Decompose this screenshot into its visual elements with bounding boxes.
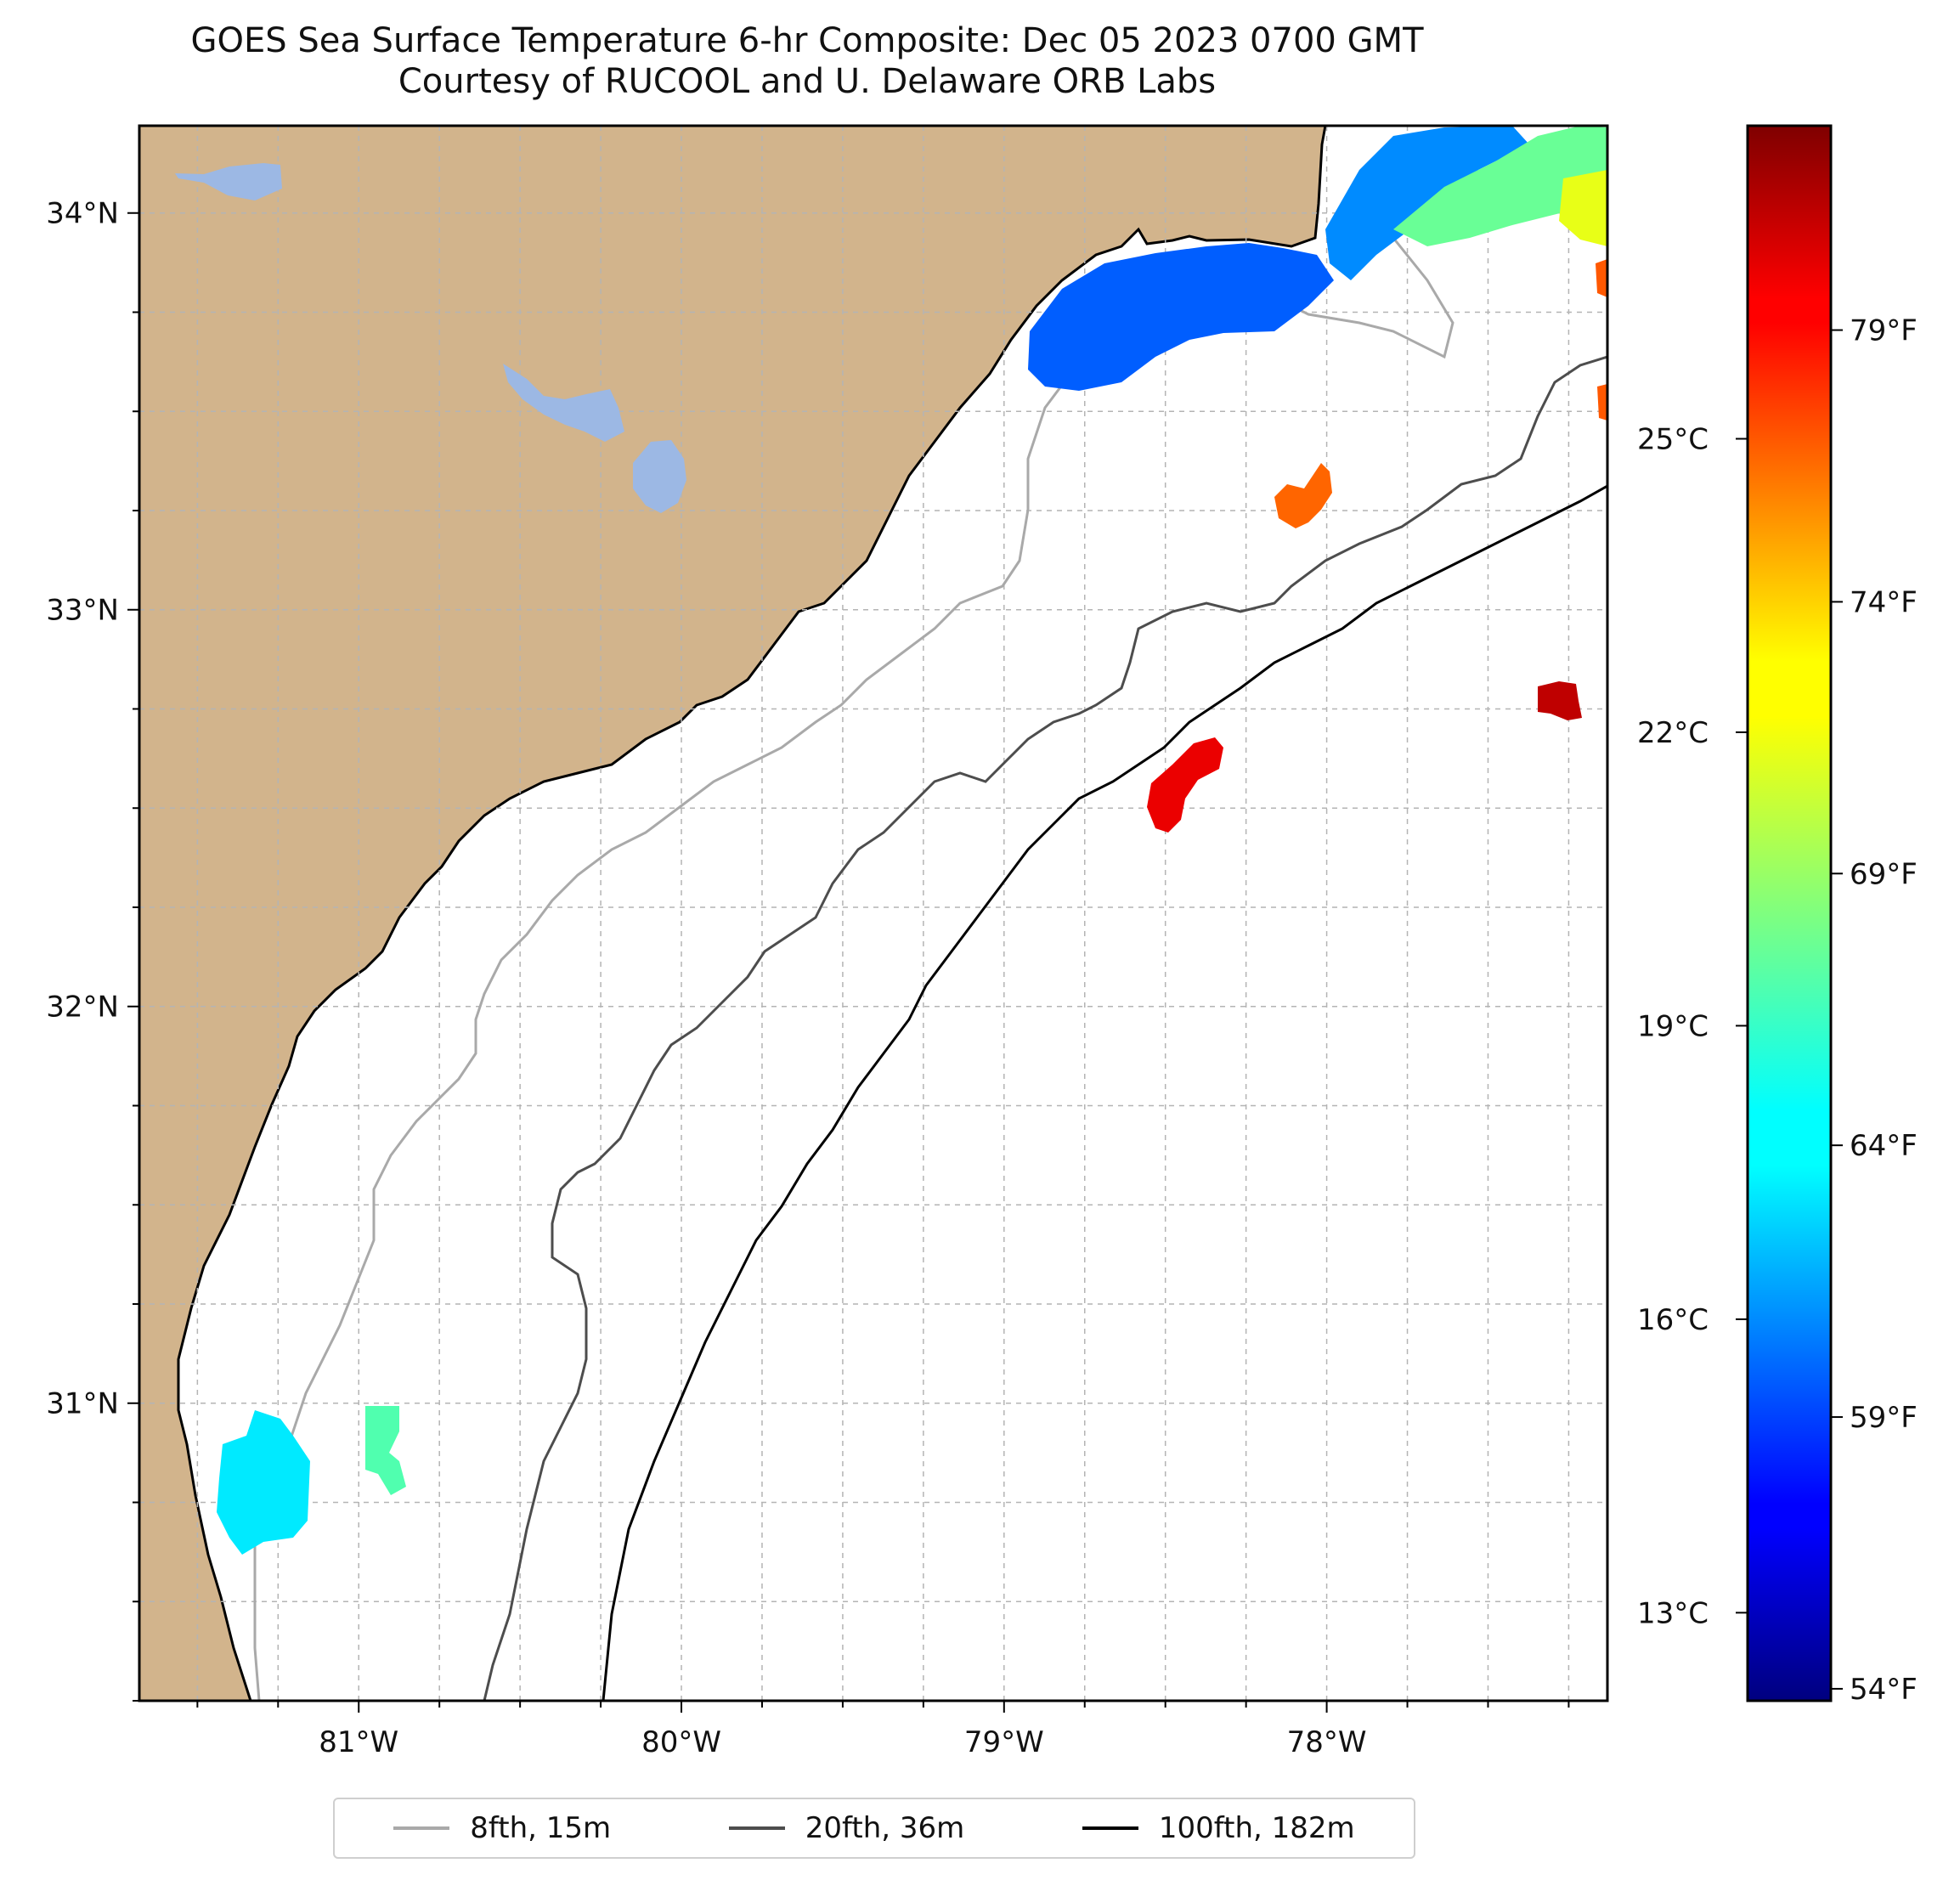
isobath-legend: 8fth, 15m 20fth, 36m 100fth, 182m xyxy=(333,1798,1415,1859)
sst-patch xyxy=(1559,170,1607,246)
colorbar-fahrenheit-label: 69°F xyxy=(1850,857,1918,891)
legend-item-15m: 8fth, 15m xyxy=(393,1811,611,1845)
land-area xyxy=(139,126,1327,1701)
legend-swatch-15m xyxy=(393,1826,450,1830)
sst-patch xyxy=(1147,737,1223,833)
legend-item-182m: 100fth, 182m xyxy=(1082,1811,1355,1845)
colorbar-ticks: 13°C 16°C 19°C 22°C 25°C 54°F 59°F 64°F 69°F 74°F… xyxy=(1637,314,1918,1707)
lon-tick-label: 80°W xyxy=(641,1725,721,1759)
map-frame xyxy=(138,124,1609,1702)
lon-tick-label: 81°W xyxy=(319,1725,398,1759)
lon-tick-label: 78°W xyxy=(1287,1725,1367,1759)
colorbar-fahrenheit-label: 59°F xyxy=(1850,1401,1918,1435)
colorbar-fahrenheit-label: 54°F xyxy=(1850,1673,1918,1707)
lon-tick-label: 79°W xyxy=(964,1725,1044,1759)
colorbar-celsius-label: 22°C xyxy=(1637,716,1709,750)
sst-patch xyxy=(1028,243,1334,391)
sst-patch xyxy=(217,1410,310,1555)
isobath-182m xyxy=(602,484,1607,1701)
colorbar-celsius-label: 13°C xyxy=(1637,1596,1709,1630)
sst-patch xyxy=(1538,681,1582,720)
sst-patches xyxy=(217,126,1607,1555)
lat-tick-label: 34°N xyxy=(46,197,119,231)
colorbar-celsius-label: 19°C xyxy=(1637,1009,1709,1043)
map-axes: 81°W 80°W 79°W 78°W 34°N 33°N 32°N 31°N xyxy=(46,197,1570,1759)
map-title: GOES Sea Surface Temperature 6-hr Compos… xyxy=(190,21,1424,60)
colorbar xyxy=(1746,124,1833,1702)
legend-label-36m: 20fth, 36m xyxy=(805,1811,965,1845)
sst-patch xyxy=(1393,126,1607,246)
sst-patch xyxy=(365,1406,406,1495)
lake-moultrie xyxy=(503,364,624,442)
colorbar-fahrenheit-label: 79°F xyxy=(1850,314,1918,348)
legend-label-182m: 100fth, 182m xyxy=(1158,1811,1355,1845)
colorbar-fahrenheit-label: 64°F xyxy=(1850,1129,1918,1163)
colorbar-fahrenheit-label: 74°F xyxy=(1850,585,1918,619)
sst-patch xyxy=(1274,463,1332,528)
lake-north xyxy=(175,163,282,200)
map-subtitle: Courtesy of RUCOOL and U. Delaware ORB L… xyxy=(398,62,1217,101)
legend-item-36m: 20fth, 36m xyxy=(728,1811,965,1845)
lat-tick-label: 32°N xyxy=(46,991,119,1025)
isobath-36m xyxy=(483,355,1607,1701)
colorbar-celsius-label: 16°C xyxy=(1637,1303,1709,1337)
lat-tick-label: 31°N xyxy=(46,1387,119,1421)
colorbar-celsius-label: 25°C xyxy=(1637,422,1709,456)
grid-lines xyxy=(139,126,1607,1701)
lake-marion xyxy=(633,440,686,513)
legend-swatch-182m xyxy=(1082,1826,1138,1830)
title-block: GOES Sea Surface Temperature 6-hr Compos… xyxy=(0,20,1614,102)
legend-swatch-36m xyxy=(728,1826,785,1830)
lat-tick-label: 33°N xyxy=(46,594,119,628)
legend-label-15m: 8fth, 15m xyxy=(470,1811,612,1845)
